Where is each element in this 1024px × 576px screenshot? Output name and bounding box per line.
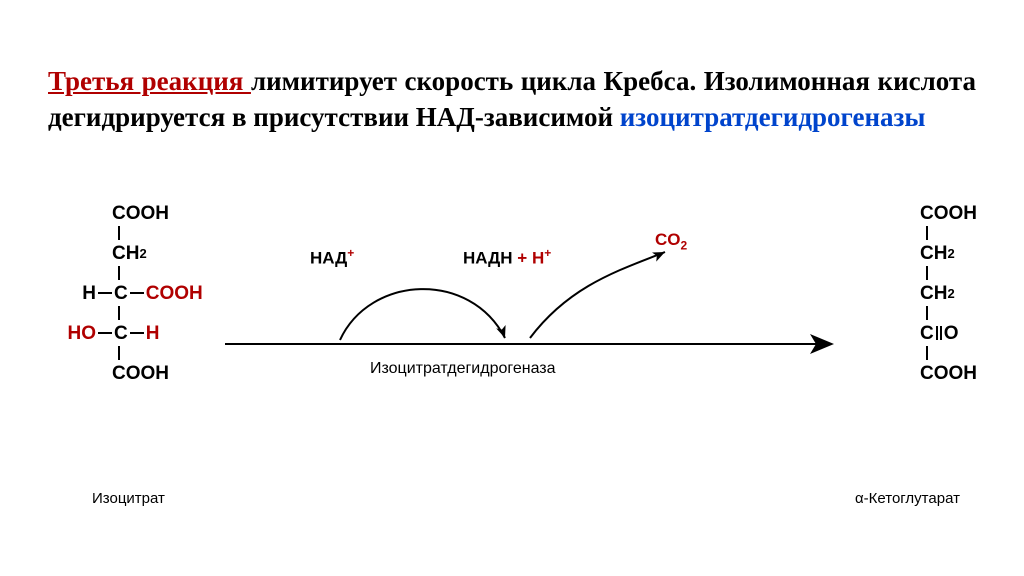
reaction-diagram: COOHCH2HCCOOHHOCHCOOH Изоцитрат COOHCH2C… <box>0 190 1024 570</box>
byproduct-co2: CO2 <box>655 230 687 252</box>
heading-lead: Третья реакция <box>48 66 251 96</box>
slide-heading: Третья реакция лимитирует скорость цикла… <box>48 63 976 136</box>
slide: Третья реакция лимитирует скорость цикла… <box>0 0 1024 576</box>
cofactor-in: НАД+ <box>310 246 354 269</box>
cofactor-out: НАДН + Н+ <box>463 246 551 269</box>
enzyme-label: Изоцитратдегидрогеназа <box>370 360 556 378</box>
heading-enzyme: изоцитратдегидрогеназы <box>620 102 926 132</box>
